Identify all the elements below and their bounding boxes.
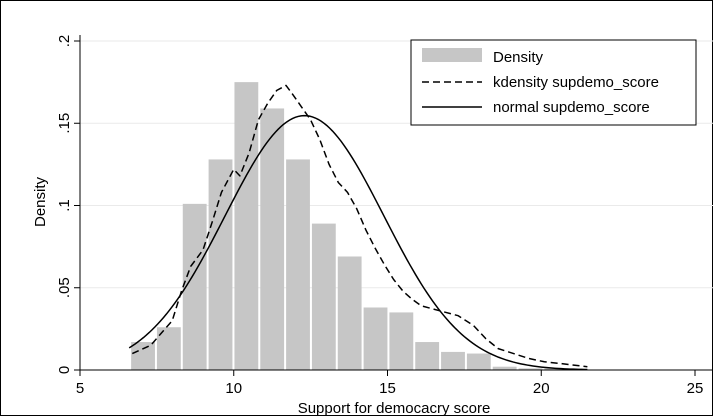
legend-swatch-density <box>422 48 482 62</box>
histogram-bar <box>286 159 310 370</box>
y-axis-ticks: 0 .05 .1 .15 .2 <box>56 35 80 374</box>
x-axis-title: Support for democacry score <box>298 400 491 416</box>
histogram-bar <box>415 342 440 370</box>
y-tick-label: 0 <box>56 366 73 374</box>
histogram-bar <box>492 366 517 370</box>
x-axis-ticks: 5 10 15 20 25 <box>76 370 704 397</box>
histogram-bar <box>544 368 569 370</box>
normal-line <box>128 114 588 371</box>
histogram-bar <box>518 368 543 370</box>
x-tick-label: 15 <box>379 380 396 397</box>
legend-label-kdensity: kdensity supdemo_score <box>493 74 659 91</box>
histogram-bar <box>466 353 491 370</box>
histogram-bar <box>156 327 181 370</box>
x-tick-label: 10 <box>225 380 242 397</box>
y-axis-title: Density <box>32 176 49 227</box>
y-tick-label: .1 <box>56 199 73 212</box>
density-curves <box>128 84 588 371</box>
histogram-bar <box>389 312 414 370</box>
legend-label-density: Density <box>493 49 544 66</box>
histogram-bar <box>208 159 233 370</box>
legend: Density kdensity supdemo_score normal su… <box>410 39 697 126</box>
histogram-bar <box>260 108 285 370</box>
y-tick-label: .05 <box>56 277 73 298</box>
histogram-bar <box>131 342 155 370</box>
x-tick-label: 25 <box>687 380 704 397</box>
x-tick-label: 20 <box>533 380 550 397</box>
y-tick-label: .2 <box>56 35 73 48</box>
y-tick-label: .15 <box>56 113 73 134</box>
x-tick-label: 5 <box>76 380 84 397</box>
kdensity-line <box>131 84 588 368</box>
histogram-bar <box>234 82 259 370</box>
histogram-bar <box>441 351 465 370</box>
histogram-bar <box>311 223 336 370</box>
histogram-bar <box>337 256 362 370</box>
legend-label-normal: normal supdemo_score <box>493 99 650 116</box>
histogram-bar <box>363 307 388 370</box>
histogram-bar <box>182 203 207 370</box>
